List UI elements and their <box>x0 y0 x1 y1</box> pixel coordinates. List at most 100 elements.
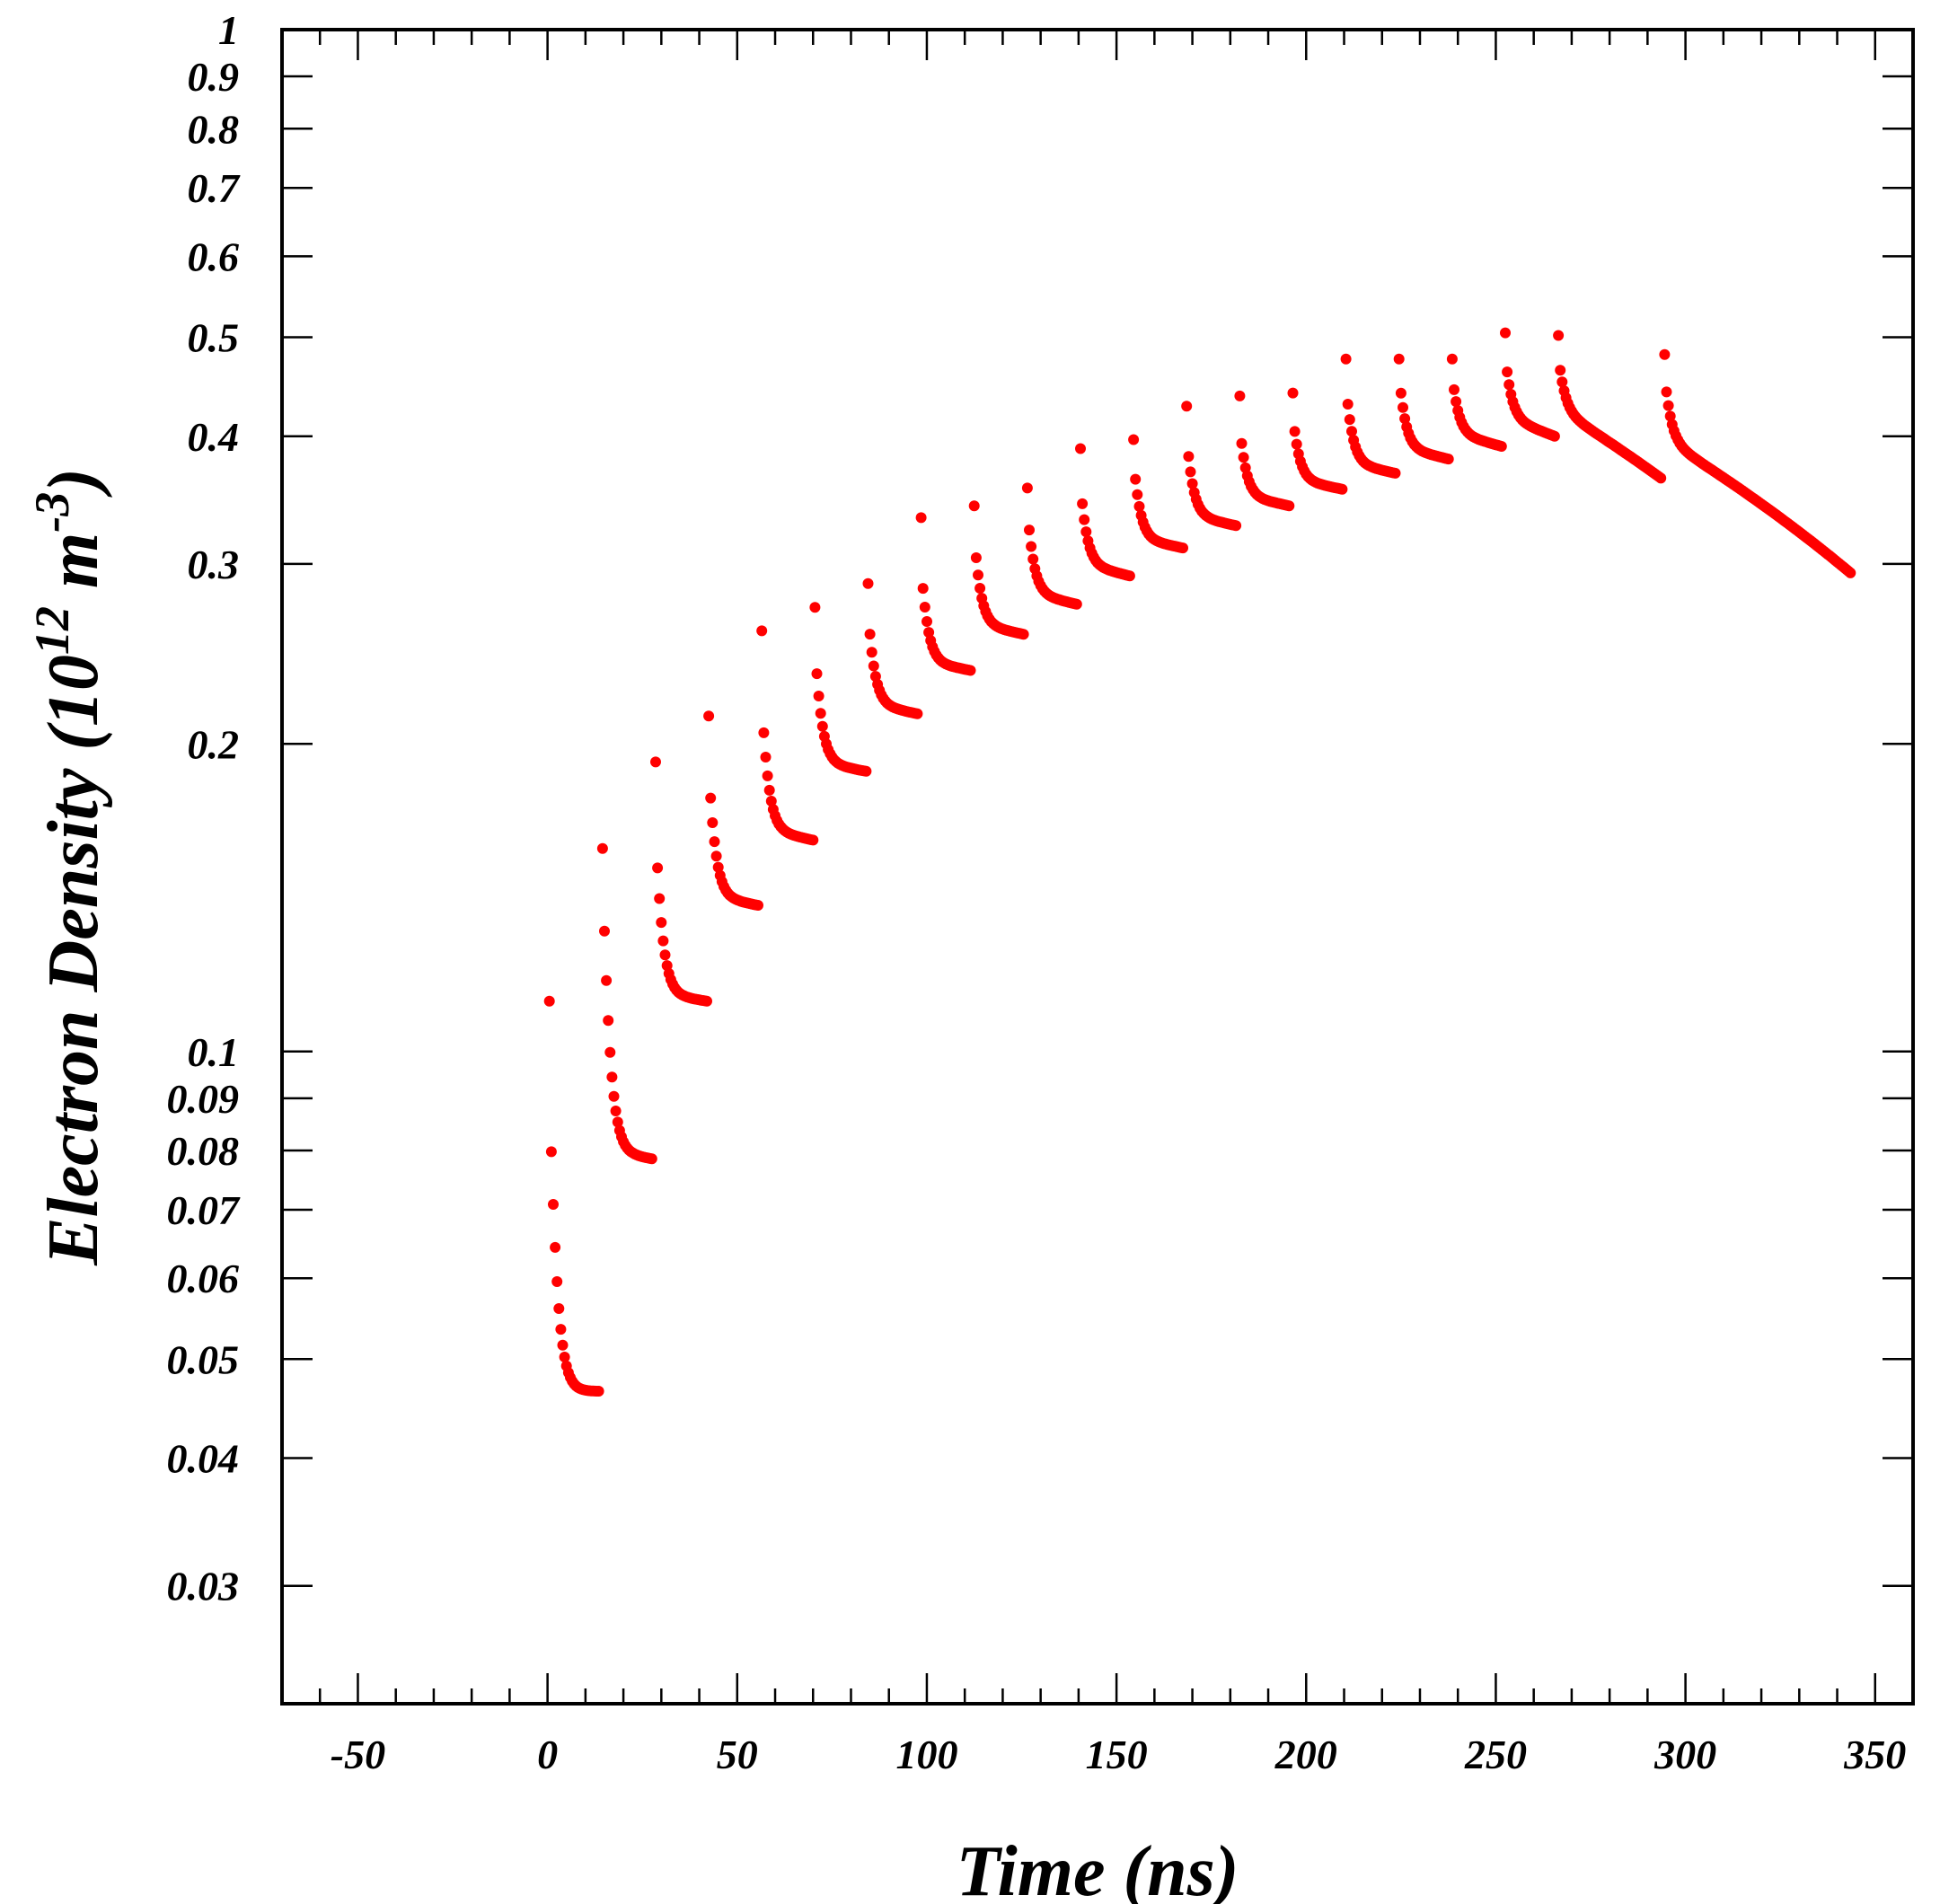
data-point <box>545 1146 557 1158</box>
y-tick-label: 0.04 <box>167 1436 240 1482</box>
y-tick-label: 0.1 <box>188 1029 240 1075</box>
data-point <box>1342 399 1354 410</box>
data-point <box>646 1153 657 1165</box>
data-point <box>760 752 772 762</box>
data-point <box>864 629 876 640</box>
data-point <box>1661 386 1672 398</box>
y-tick-label: 0.5 <box>188 315 240 361</box>
data-point <box>604 1046 616 1058</box>
data-point-peak <box>968 500 980 512</box>
y-tick-label: 0.03 <box>167 1564 240 1609</box>
y-tick-label: 0.3 <box>188 542 240 587</box>
x-axis-title: Time (ns) <box>957 1832 1239 1904</box>
data-point <box>919 602 930 613</box>
data-point <box>612 1116 623 1128</box>
data-point <box>1395 387 1406 399</box>
data-point <box>868 660 879 672</box>
x-tick-label: 50 <box>717 1732 758 1777</box>
data-point <box>1662 400 1674 411</box>
data-point <box>608 1090 620 1102</box>
data-point <box>860 765 872 777</box>
data-point-peak <box>1340 353 1352 365</box>
data-point <box>753 900 763 911</box>
y-tick-label: 0.6 <box>188 234 240 279</box>
data-point <box>970 552 982 563</box>
data-point <box>1133 500 1145 512</box>
x-tick-label: 300 <box>1653 1732 1716 1777</box>
y-tick-label: 0.4 <box>188 414 240 460</box>
data-point <box>1336 483 1348 495</box>
data-point-peak <box>1287 387 1299 399</box>
data-point <box>1238 452 1249 463</box>
data-point <box>815 708 826 719</box>
data-point <box>712 861 724 873</box>
data-point-peak <box>543 995 555 1007</box>
data-point <box>1024 524 1035 536</box>
data-point <box>606 1071 618 1083</box>
data-point <box>1079 514 1090 525</box>
data-point <box>866 647 877 658</box>
y-axis-title-exp: 12 <box>25 606 79 655</box>
data-point <box>1556 376 1568 388</box>
data-point <box>922 616 932 627</box>
data-point <box>654 893 666 904</box>
data-point <box>763 784 775 796</box>
data-point-peak <box>650 756 661 768</box>
data-point <box>1389 467 1401 479</box>
data-point-peak <box>1393 353 1405 365</box>
data-point-peak <box>1021 482 1033 494</box>
data-point <box>705 792 717 804</box>
data-point <box>1124 570 1135 582</box>
data-point <box>599 925 610 937</box>
y-tick-label: 1 <box>218 7 239 53</box>
y-tick-label: 0.07 <box>167 1187 242 1233</box>
data-point-peak <box>1128 434 1140 445</box>
data-point-peak <box>756 625 768 637</box>
data-point <box>1664 410 1676 422</box>
data-point-peak <box>1659 348 1671 360</box>
y-axis-title-close: ) <box>34 468 113 498</box>
data-point-peak <box>1500 327 1511 339</box>
data-point <box>1132 489 1143 500</box>
data-point <box>1655 472 1667 484</box>
axis-tick-labels: -50 0 50 100 150 200 250 300 350 0.03 0.04 0.05 0.06… <box>167 7 1907 1777</box>
data-point <box>1449 383 1459 395</box>
y-tick-label: 0.9 <box>188 54 240 100</box>
data-point <box>965 665 976 676</box>
y-axis-title-unit-exp: -3 <box>25 492 79 533</box>
data-point <box>762 770 773 781</box>
data-point <box>1183 451 1195 463</box>
data-point <box>559 1352 570 1362</box>
data-point <box>1283 500 1295 512</box>
data-point <box>709 836 720 848</box>
data-point-peak <box>703 710 715 722</box>
data-point <box>1399 413 1411 425</box>
data-point <box>593 1386 604 1397</box>
data-point <box>659 949 671 961</box>
data-point <box>1398 401 1408 413</box>
data-point <box>1504 379 1515 391</box>
data-point <box>1018 629 1029 640</box>
x-tick-label: 100 <box>895 1732 957 1777</box>
data-point <box>550 1241 561 1253</box>
data-point <box>1071 598 1082 610</box>
data-point <box>601 974 613 986</box>
data-point-peak <box>596 842 608 854</box>
data-point-peak <box>1181 401 1193 412</box>
y-tick-label: 0.7 <box>188 165 242 211</box>
data-point <box>1548 430 1560 442</box>
data-point <box>1186 478 1198 489</box>
y-tick-label: 0.8 <box>188 106 240 152</box>
data-point <box>1077 498 1089 509</box>
data-point-peak <box>1553 330 1565 341</box>
data-point <box>1185 466 1196 478</box>
data-point <box>1346 426 1357 437</box>
data-point <box>610 1106 622 1116</box>
data-point <box>1845 567 1856 578</box>
y-tick-label: 0.05 <box>167 1336 240 1382</box>
y-axis-title-base: Electron Density (10 <box>34 655 113 1266</box>
plot-frame <box>280 28 1915 1706</box>
data-point <box>1230 520 1242 532</box>
data-point <box>1130 473 1142 485</box>
data-point <box>807 834 819 846</box>
